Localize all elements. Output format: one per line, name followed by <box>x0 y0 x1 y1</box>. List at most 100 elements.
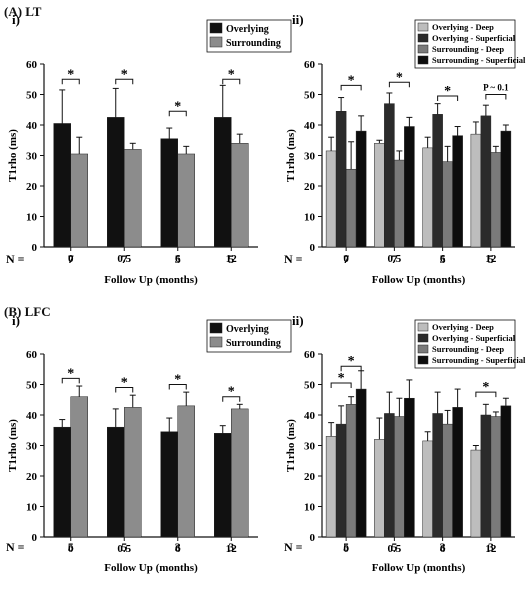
x-axis-label: Follow Up (months) <box>372 562 466 574</box>
legend-swatch <box>417 322 429 332</box>
x-tick-label: 0 <box>68 253 74 265</box>
legend-label: Overlying <box>226 324 269 335</box>
y-tick-label: 20 <box>26 181 38 193</box>
bar-surrounding-6 <box>177 153 195 248</box>
n-value: 5 <box>121 540 127 554</box>
y-tick-label: 50 <box>26 90 38 102</box>
significance-label: * <box>67 366 74 381</box>
x-axis-label: Follow Up (months) <box>372 274 466 286</box>
x-tick-label: 6 <box>440 253 446 265</box>
y-axis-label: T1rho (ms) <box>285 129 297 182</box>
y-tick-label: 60 <box>304 59 316 71</box>
legend-box <box>414 319 516 369</box>
significance-label: * <box>348 354 355 369</box>
bar-surrounding-superficial-0.5 <box>404 126 415 248</box>
significance-label: * <box>228 385 235 400</box>
legend-label: Overlying - Deep <box>432 322 494 332</box>
y-tick-label: 30 <box>26 151 38 163</box>
y-tick-label: 40 <box>304 120 316 132</box>
bar-overlying-superficial-12 <box>480 414 492 538</box>
bar-overlying-deep-0.5 <box>374 439 385 538</box>
significance-label: * <box>348 73 355 88</box>
bar-overlying-superficial-0.5 <box>384 413 395 538</box>
x-tick-label: 0 <box>343 253 349 265</box>
significance-label: * <box>121 376 128 391</box>
n-value: 5 <box>68 540 74 554</box>
y-axis-label: T1rho (ms) <box>7 419 19 472</box>
n-value: 5 <box>175 252 181 266</box>
significance-bracket <box>330 382 352 388</box>
significance-bracket <box>61 377 80 384</box>
bar-overlying-deep-6 <box>422 440 433 538</box>
y-tick-label: 40 <box>26 120 38 132</box>
legend-label: Surrounding - Superficial <box>432 55 526 65</box>
bar-overlying-deep-6 <box>422 147 433 248</box>
x-axis-label: Follow Up (months) <box>104 562 198 574</box>
bar-surrounding-0.5 <box>124 149 142 248</box>
legend-swatch <box>417 22 429 32</box>
y-tick-label: 20 <box>304 181 316 193</box>
legend-swatch <box>209 336 223 348</box>
x-tick-label: 12 <box>226 253 238 265</box>
bar-surrounding-superficial-6 <box>452 135 463 248</box>
x-tick-label: 12 <box>485 543 497 555</box>
y-tick-label: 20 <box>26 471 38 483</box>
significance-label: * <box>121 67 128 82</box>
bar-surrounding-superficial-12 <box>500 405 512 538</box>
bar-overlying-superficial-6 <box>432 114 443 248</box>
bar-overlying-0.5 <box>107 426 125 538</box>
x-tick-label: 6 <box>175 543 181 555</box>
legend-label: Overlying - Superficial <box>432 33 516 43</box>
significance-label: * <box>396 70 403 85</box>
bar-surrounding-deep-0 <box>345 404 357 538</box>
y-tick-label: 10 <box>304 212 316 224</box>
significance-label: * <box>228 67 235 82</box>
legend-swatch <box>417 333 429 343</box>
y-tick-label: 40 <box>304 410 316 422</box>
panel-label: i) <box>12 12 20 27</box>
significance-bracket <box>485 94 507 100</box>
bar-overlying-superficial-0 <box>335 111 347 248</box>
bar-surrounding-0 <box>70 396 88 538</box>
legend-label: Overlying - Deep <box>432 22 494 32</box>
bar-surrounding-deep-0.5 <box>394 416 405 538</box>
bar-surrounding-deep-12 <box>490 416 502 538</box>
n-value: 5 <box>343 540 349 554</box>
significance-label: * <box>482 380 489 395</box>
significance-bracket <box>115 78 134 85</box>
bar-overlying-deep-12 <box>470 133 482 248</box>
legend-box <box>414 19 516 69</box>
x-tick-label: 0 <box>68 543 74 555</box>
n-value: 3 <box>488 540 494 554</box>
y-tick-label: 30 <box>304 441 316 453</box>
panel-label: i) <box>12 313 20 328</box>
significance-bracket <box>222 396 241 402</box>
legend-swatch <box>417 355 429 365</box>
bar-surrounding-0.5 <box>124 407 142 538</box>
bar-surrounding-12 <box>231 408 249 538</box>
bar-surrounding-superficial-12 <box>500 130 512 248</box>
significance-bracket <box>168 110 187 117</box>
y-tick-label: 10 <box>304 502 316 514</box>
n-label: N = <box>6 252 25 266</box>
bar-overlying-6 <box>160 431 178 538</box>
y-tick-label: 50 <box>26 380 38 392</box>
y-tick-label: 60 <box>304 349 316 361</box>
bar-surrounding-superficial-0 <box>355 388 367 538</box>
x-tick-label: 0.5 <box>388 253 402 265</box>
y-axis-label: T1rho (ms) <box>7 129 19 182</box>
x-tick-label: 12 <box>485 253 497 265</box>
legend-swatch <box>417 55 429 65</box>
y-tick-label: 50 <box>304 380 316 392</box>
panel-label: ii) <box>292 313 304 328</box>
legend-swatch <box>417 44 429 54</box>
y-tick-label: 30 <box>304 151 316 163</box>
bar-surrounding-0 <box>70 153 88 248</box>
y-tick-label: 0 <box>310 532 316 544</box>
y-tick-label: 0 <box>32 532 38 544</box>
legend-swatch <box>417 344 429 354</box>
n-value: 5 <box>440 252 446 266</box>
bar-overlying-12 <box>214 117 232 248</box>
